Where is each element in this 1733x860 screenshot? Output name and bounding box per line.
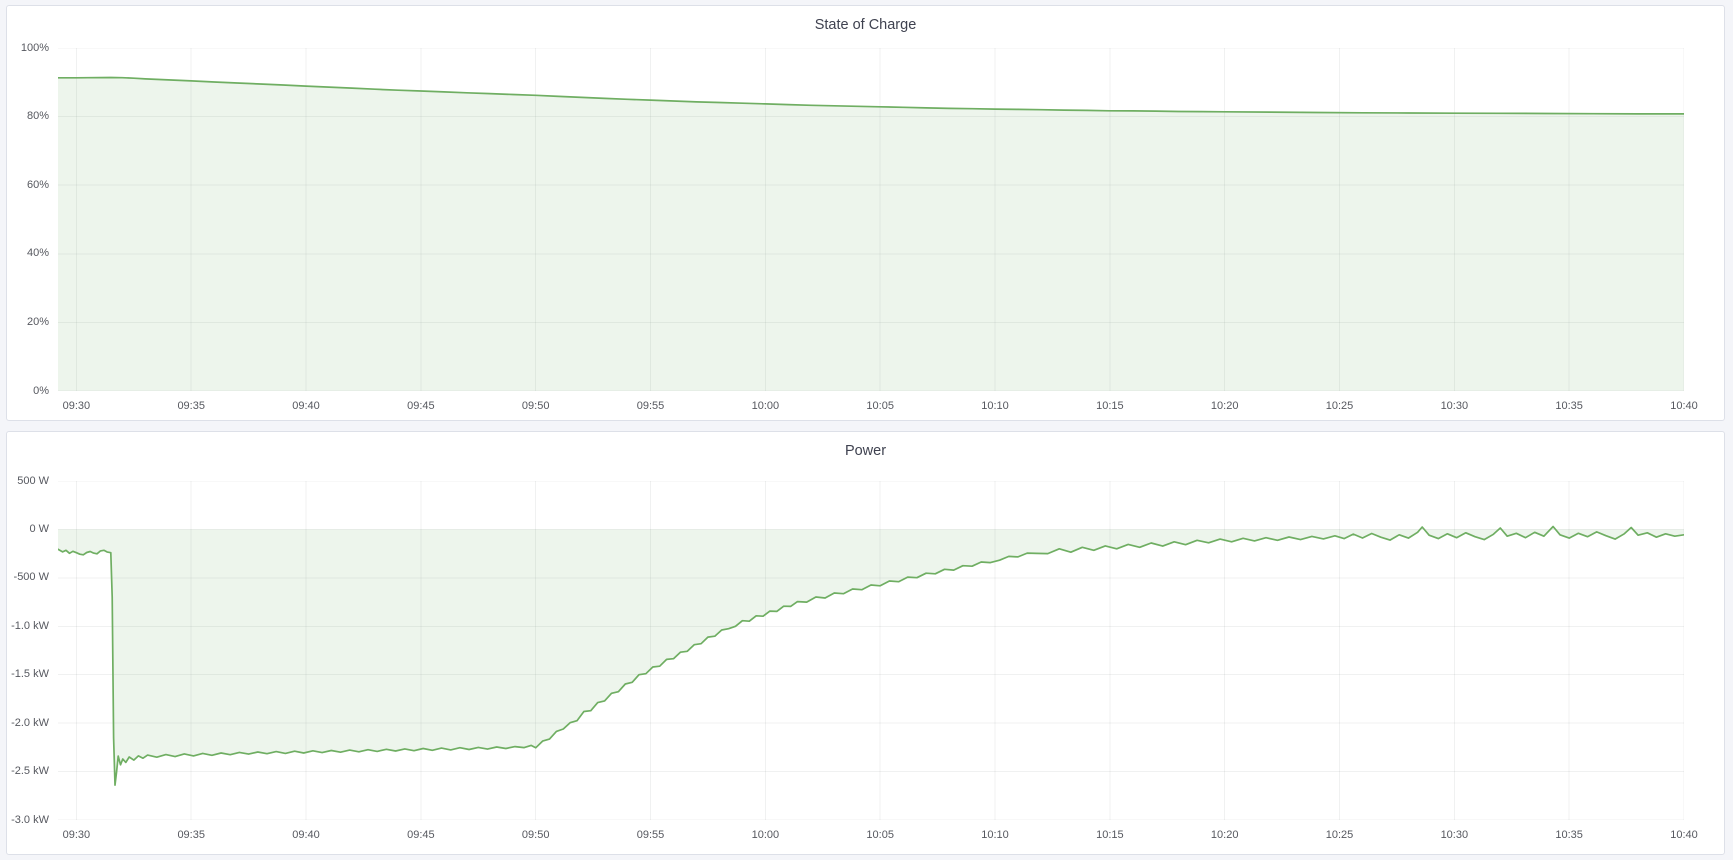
y-axis-label: -2.0 kW [11, 716, 49, 729]
x-axis-label: 10:20 [1210, 400, 1239, 412]
x-axis-label: 10:05 [866, 829, 894, 841]
y-axis-label: -1.0 kW [11, 619, 49, 632]
x-axis-label: 10:15 [1096, 400, 1124, 412]
x-axis-label: 10:30 [1440, 400, 1469, 412]
x-axis-label: 09:50 [521, 400, 550, 412]
x-axis-label: 10:25 [1325, 400, 1354, 412]
x-axis-label: 10:05 [866, 400, 894, 412]
y-axis-label: 80% [26, 110, 49, 123]
x-axis-label: 10:40 [1670, 400, 1698, 412]
x-axis-label: 10:30 [1440, 829, 1469, 841]
power-series-line [58, 525, 1684, 786]
x-axis-label: 10:10 [981, 400, 1009, 412]
y-axis-label: 0 W [29, 522, 49, 535]
x-axis-label: 09:35 [177, 829, 205, 841]
y-axis-label: 500 W [17, 474, 49, 487]
x-axis-label: 09:45 [407, 400, 435, 412]
state-of-charge-series-line [58, 76, 1684, 115]
y-axis-label: 40% [26, 247, 49, 260]
x-axis-label: 09:30 [62, 829, 91, 841]
x-axis-label: 10:20 [1210, 829, 1239, 841]
x-axis-label: 09:45 [407, 829, 435, 841]
power-panel: Power 500 W 0 W -500 W -1.0 kW -1.5 kW -2.0 k… [6, 431, 1725, 855]
power-chart: 500 W 0 W -500 W -1.0 kW -1.5 kW -2.0 kW -2.5 … [7, 475, 1724, 853]
y-axis-label: -1.5 kW [11, 668, 49, 681]
state-of-charge-plot-canvas[interactable] [58, 48, 1684, 391]
soc-panel: State of Charge 100% 80% 60% 40% 20% 0% 09:30 0… [6, 5, 1725, 421]
y-axis-label: 20% [26, 315, 49, 328]
x-axis-label: 10:35 [1555, 829, 1583, 841]
soc-panel-title[interactable]: State of Charge [814, 17, 917, 33]
x-axis-label: 10:00 [751, 829, 780, 841]
state-of-charge-series-area [58, 77, 1684, 391]
power-series-area [58, 526, 1684, 786]
y-axis-label: -500 W [13, 571, 49, 584]
x-axis-label: 10:00 [751, 400, 780, 412]
x-axis-label: 09:55 [636, 829, 665, 841]
y-axis-label: 60% [26, 178, 49, 191]
power-plot-canvas[interactable] [58, 481, 1684, 820]
soc-chart: 100% 80% 60% 40% 20% 0% 09:30 09:35 09:40 09:45 09… [7, 42, 1724, 424]
y-axis-label: 0% [33, 384, 49, 397]
x-axis-label: 09:35 [177, 400, 205, 412]
x-axis-label: 09:40 [292, 829, 320, 841]
x-axis-label: 10:25 [1325, 829, 1354, 841]
x-axis-label: 09:40 [292, 400, 320, 412]
x-axis-label: 10:40 [1670, 829, 1698, 841]
x-axis-label: 09:30 [62, 400, 91, 412]
x-axis-label: 10:35 [1555, 400, 1583, 412]
x-axis-label: 09:55 [636, 400, 665, 412]
power-panel-title[interactable]: Power [844, 443, 887, 459]
x-axis-label: 09:50 [521, 829, 550, 841]
y-axis-label: 100% [20, 41, 49, 54]
y-axis-label: -2.5 kW [11, 765, 49, 778]
x-axis-label: 10:10 [981, 829, 1009, 841]
y-axis-label: -3.0 kW [11, 813, 49, 826]
x-axis-label: 10:15 [1096, 829, 1124, 841]
